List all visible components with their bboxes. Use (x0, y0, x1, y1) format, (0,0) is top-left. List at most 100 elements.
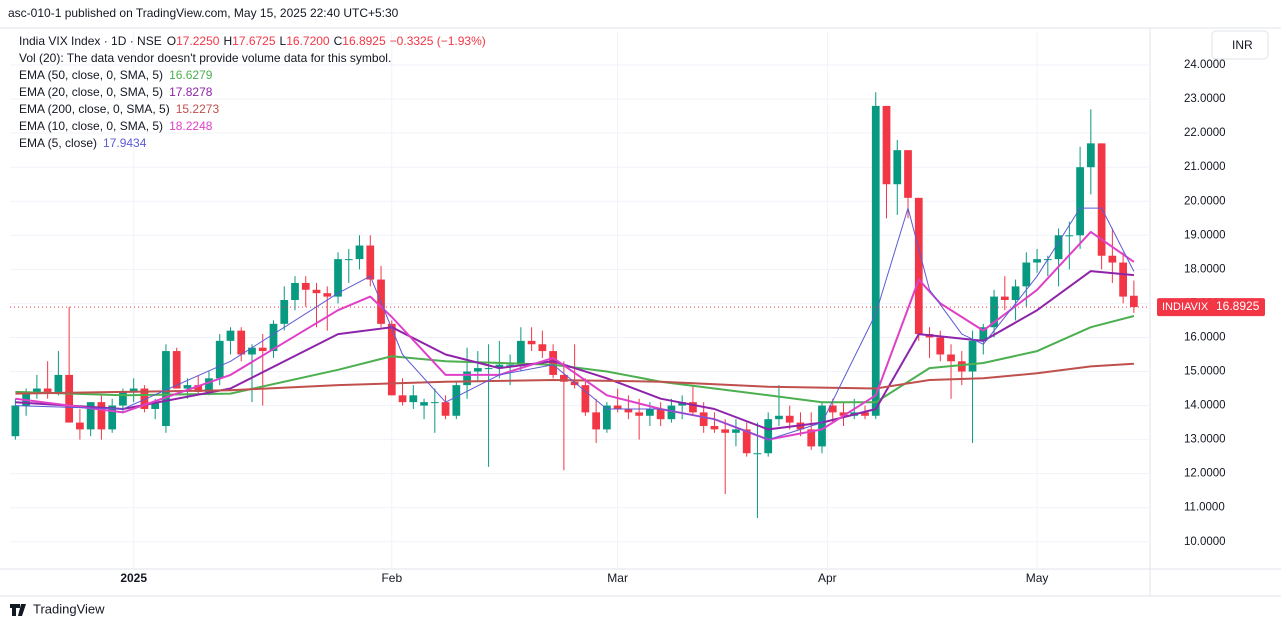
candle-body (291, 282, 299, 300)
candle-body (33, 388, 41, 392)
candle-body (667, 405, 676, 420)
candle-body (11, 405, 20, 437)
candle-body (65, 374, 74, 423)
last-price-box (1157, 298, 1265, 317)
candle-body (1022, 262, 1031, 287)
candle-body (248, 347, 256, 355)
y-tick-label: 18.0000 (1184, 263, 1226, 275)
candle-body (1108, 255, 1117, 263)
candle-body (183, 385, 192, 389)
x-tick-label: Feb (381, 571, 402, 585)
candle-body (689, 402, 697, 413)
y-tick-label: 22.0000 (1184, 127, 1226, 139)
legend-value: 16.6279 (169, 68, 213, 82)
candle-body (904, 150, 912, 198)
candle-body (387, 323, 396, 396)
candle-body (463, 371, 471, 386)
candle-body (807, 429, 816, 447)
candle-body (646, 408, 654, 416)
candle-body (495, 364, 504, 369)
legend-value: 17.8278 (169, 85, 213, 99)
candle-body (355, 245, 364, 260)
candle-body (516, 340, 525, 365)
candle-body (430, 402, 439, 404)
candle-body (269, 323, 278, 352)
y-tick-label: 12.0000 (1184, 468, 1226, 480)
candle-body (828, 405, 837, 413)
candle-body (613, 405, 622, 409)
y-tick-label: 13.0000 (1184, 434, 1226, 446)
candle-body (76, 422, 84, 430)
candle-body (258, 347, 267, 352)
y-tick-label: 10.0000 (1184, 536, 1226, 548)
ohlc-label: H (223, 34, 232, 48)
candle-body (1119, 262, 1127, 297)
ohlc-value: 16.8925 (342, 34, 386, 48)
candle-body (785, 415, 794, 423)
y-tick-label: 16.0000 (1184, 331, 1226, 343)
legend-name: EMA (20, close, 0, SMA, 5) (19, 85, 163, 99)
candle-body (699, 412, 708, 426)
candle-body (301, 282, 310, 290)
plot: 10.0000 11.0000 12.0000 13.0000 14.0000 15.00… (10, 31, 1265, 585)
candle-body (108, 405, 117, 430)
candle-body (742, 429, 751, 454)
candle-body (441, 402, 450, 416)
ohlc-value: 17.6725 (232, 34, 276, 48)
candle-body (162, 351, 170, 426)
candle-body (1129, 295, 1138, 308)
candle-body (990, 296, 998, 328)
candle-body (656, 408, 665, 420)
candle-body (334, 259, 342, 297)
candle-body (592, 412, 601, 430)
legend-name: EMA (50, close, 0, SMA, 5) (19, 68, 163, 82)
candle-body (635, 412, 644, 416)
candle-body (936, 337, 945, 355)
currency-box[interactable] (1211, 30, 1269, 60)
candle-body (409, 395, 418, 403)
candle-body (678, 402, 687, 406)
y-tick-label: 20.0000 (1184, 195, 1226, 207)
candle-body (1097, 143, 1106, 256)
legend-name: EMA (5, close) (19, 136, 97, 150)
candle-body (1065, 235, 1074, 237)
candle-body (893, 150, 902, 185)
y-tick-label: 15.0000 (1184, 366, 1226, 378)
candle-body (914, 197, 923, 335)
candle-body (871, 105, 880, 416)
candle-body (721, 429, 730, 433)
candle-body (775, 415, 783, 420)
candle-body (624, 408, 633, 413)
candle-body (205, 378, 213, 392)
candle-body (1011, 286, 1020, 300)
legend-entry: EMA (5, close) 17.9434 (19, 136, 147, 150)
candle-body (119, 391, 127, 406)
legend-entry: EMA (20, close, 0, SMA, 5) 17.8278 (19, 85, 213, 99)
currency-label[interactable]: INR (1232, 38, 1253, 52)
legend: India VIX Index · 1D · NSE O17.2250 H17.67… (19, 34, 486, 150)
candle-body (86, 402, 95, 430)
candle-body (581, 385, 590, 413)
last-price-symbol: INDIAVIX (1162, 301, 1209, 313)
candle-body (420, 402, 428, 406)
candle-body (861, 412, 869, 416)
ohlc-value: 17.2250 (176, 34, 220, 48)
y-tick-label: 14.0000 (1184, 400, 1226, 412)
candle-body (366, 245, 375, 280)
ohlc-label: C (334, 34, 343, 48)
candle-body (549, 351, 557, 375)
legend-name: EMA (10, close, 0, SMA, 5) (19, 119, 163, 133)
candle-body (22, 391, 31, 406)
published-note: asc-010-1 published on TradingView.com, … (8, 6, 399, 20)
legend-value: 17.9434 (103, 136, 147, 150)
x-tick-label: Apr (818, 571, 837, 585)
candle-body (237, 330, 246, 355)
x-tick-label: Mar (607, 571, 628, 585)
symbol-title: India VIX Index · 1D · NSE O17.2250 H17.67… (19, 34, 486, 48)
candle-body (882, 105, 891, 185)
y-tick-label: 11.0000 (1184, 502, 1225, 514)
candle-body (957, 361, 966, 372)
candle-body (710, 425, 719, 430)
candle-body (538, 344, 547, 352)
